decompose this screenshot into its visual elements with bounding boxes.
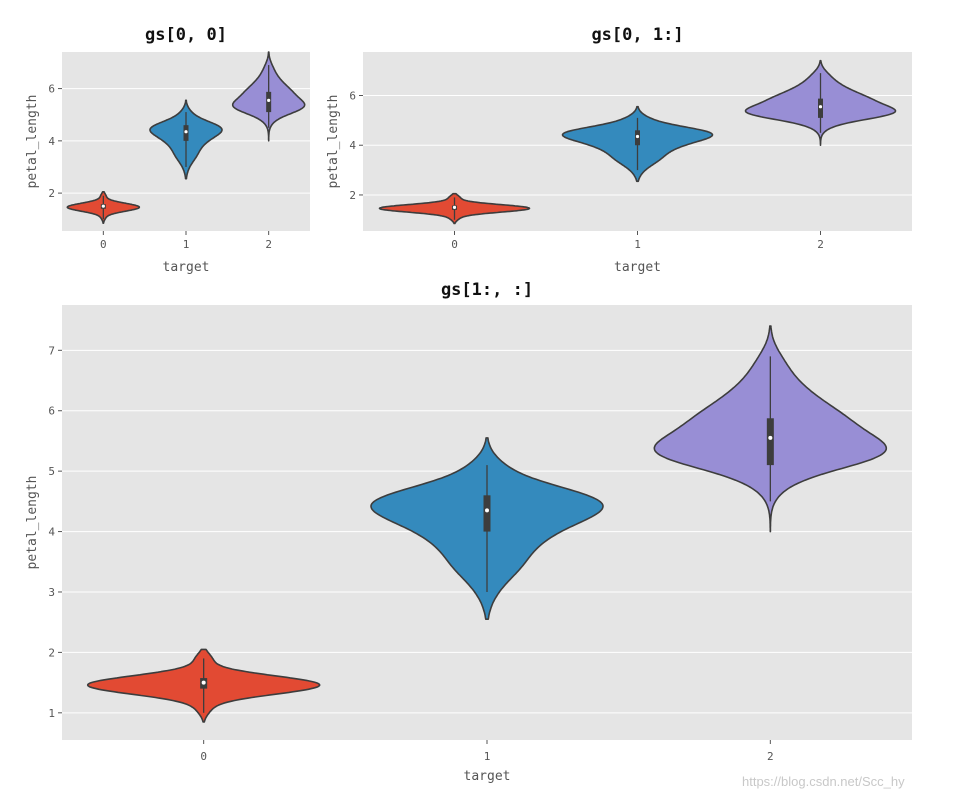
y-tick-label: 4 <box>48 526 55 539</box>
violin-median-0 <box>452 205 457 209</box>
violin-iqr-box-1 <box>483 495 491 532</box>
subplot-0: 2 4 6 0 1 2 gs[0, 0] target petal_length <box>25 25 310 275</box>
x-tick-label: 1 <box>634 238 641 251</box>
x-tick-label: 1 <box>484 750 491 763</box>
x-tick-label: 0 <box>100 238 107 251</box>
y-tick-label: 4 <box>349 139 356 152</box>
x-tick-label: 0 <box>451 238 458 251</box>
x-tick-label: 1 <box>183 238 190 251</box>
y-axis-label: petal_length <box>326 95 341 189</box>
violin-median-2 <box>818 105 823 109</box>
x-tick-label: 2 <box>817 238 824 251</box>
y-tick-label: 6 <box>48 83 55 96</box>
subplot-title: gs[0, 1:] <box>591 25 683 45</box>
y-axis-label: petal_length <box>25 95 40 189</box>
x-tick-label: 2 <box>767 750 774 763</box>
violin-median-1 <box>184 130 188 134</box>
violin-median-1 <box>635 134 640 139</box>
violin-median-2 <box>267 98 271 102</box>
y-tick-label: 2 <box>48 187 55 200</box>
x-tick-label: 0 <box>200 750 207 763</box>
y-tick-label: 5 <box>48 465 55 478</box>
x-axis-label: target <box>464 769 511 784</box>
watermark-text: https://blog.csdn.net/Scc_hy <box>742 774 905 789</box>
violin-median-0 <box>201 680 206 685</box>
subplot-2: 1 2 3 4 5 6 7 0 1 2 gs[1:, :] target petal_length <box>25 280 912 784</box>
y-tick-label: 4 <box>48 135 55 148</box>
y-tick-label: 7 <box>48 344 55 357</box>
y-tick-label: 1 <box>48 707 55 720</box>
x-axis-label: target <box>163 260 210 275</box>
subplot-title: gs[0, 0] <box>145 25 227 45</box>
violin-iqr-box-2 <box>266 91 272 113</box>
violin-iqr-box-2 <box>766 418 774 466</box>
y-axis-label: petal_length <box>25 476 40 570</box>
violin-median-1 <box>485 508 489 513</box>
violin-median-0 <box>101 204 105 208</box>
y-tick-label: 3 <box>48 586 55 599</box>
y-tick-label: 6 <box>48 405 55 418</box>
violin-median-2 <box>768 435 773 440</box>
y-tick-label: 2 <box>349 189 356 202</box>
x-axis-label: target <box>614 260 661 275</box>
y-tick-label: 2 <box>48 646 55 659</box>
subplot-1: 2 4 6 0 1 2 gs[0, 1:] target petal_length <box>326 25 912 275</box>
x-tick-label: 2 <box>265 238 272 251</box>
y-tick-label: 6 <box>349 90 356 103</box>
subplot-title: gs[1:, :] <box>441 280 533 300</box>
